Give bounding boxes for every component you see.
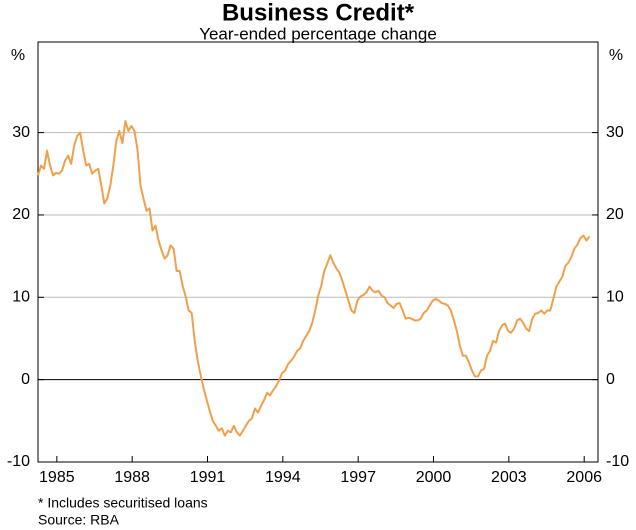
y-tick-label: 20 bbox=[12, 206, 30, 223]
y2-tick-label: 20 bbox=[606, 206, 624, 223]
y-unit-right: % bbox=[609, 47, 623, 64]
y-tick-label: 10 bbox=[12, 289, 30, 306]
chart-subtitle: Year-ended percentage change bbox=[199, 24, 437, 43]
y-tick-label: 30 bbox=[12, 124, 30, 141]
plot-frame bbox=[37, 41, 599, 463]
x-tick-label: 1994 bbox=[265, 469, 301, 486]
y-unit-left: % bbox=[11, 47, 25, 64]
y2-tick-label: -10 bbox=[606, 453, 629, 470]
x-tick-label: 1988 bbox=[114, 469, 150, 486]
x-tick-label: 1997 bbox=[340, 469, 376, 486]
y2-tick-label: 0 bbox=[606, 371, 615, 388]
x-tick-label: 2003 bbox=[491, 469, 527, 486]
series-line bbox=[37, 120, 591, 437]
y2-tick-label: 30 bbox=[606, 124, 624, 141]
x-tick-label: 2006 bbox=[566, 469, 602, 486]
x-tick-label: 1991 bbox=[190, 469, 226, 486]
x-tick-label: 1985 bbox=[39, 469, 75, 486]
x-tick-label: 2000 bbox=[416, 469, 452, 486]
y2-tick-label: 10 bbox=[606, 289, 624, 306]
source: Source: RBA bbox=[38, 512, 120, 528]
y-tick-label: 0 bbox=[21, 371, 30, 388]
y-tick-label: -10 bbox=[7, 453, 30, 470]
footnote: * Includes securitised loans bbox=[38, 495, 208, 511]
chart-title: Business Credit* bbox=[222, 0, 415, 26]
